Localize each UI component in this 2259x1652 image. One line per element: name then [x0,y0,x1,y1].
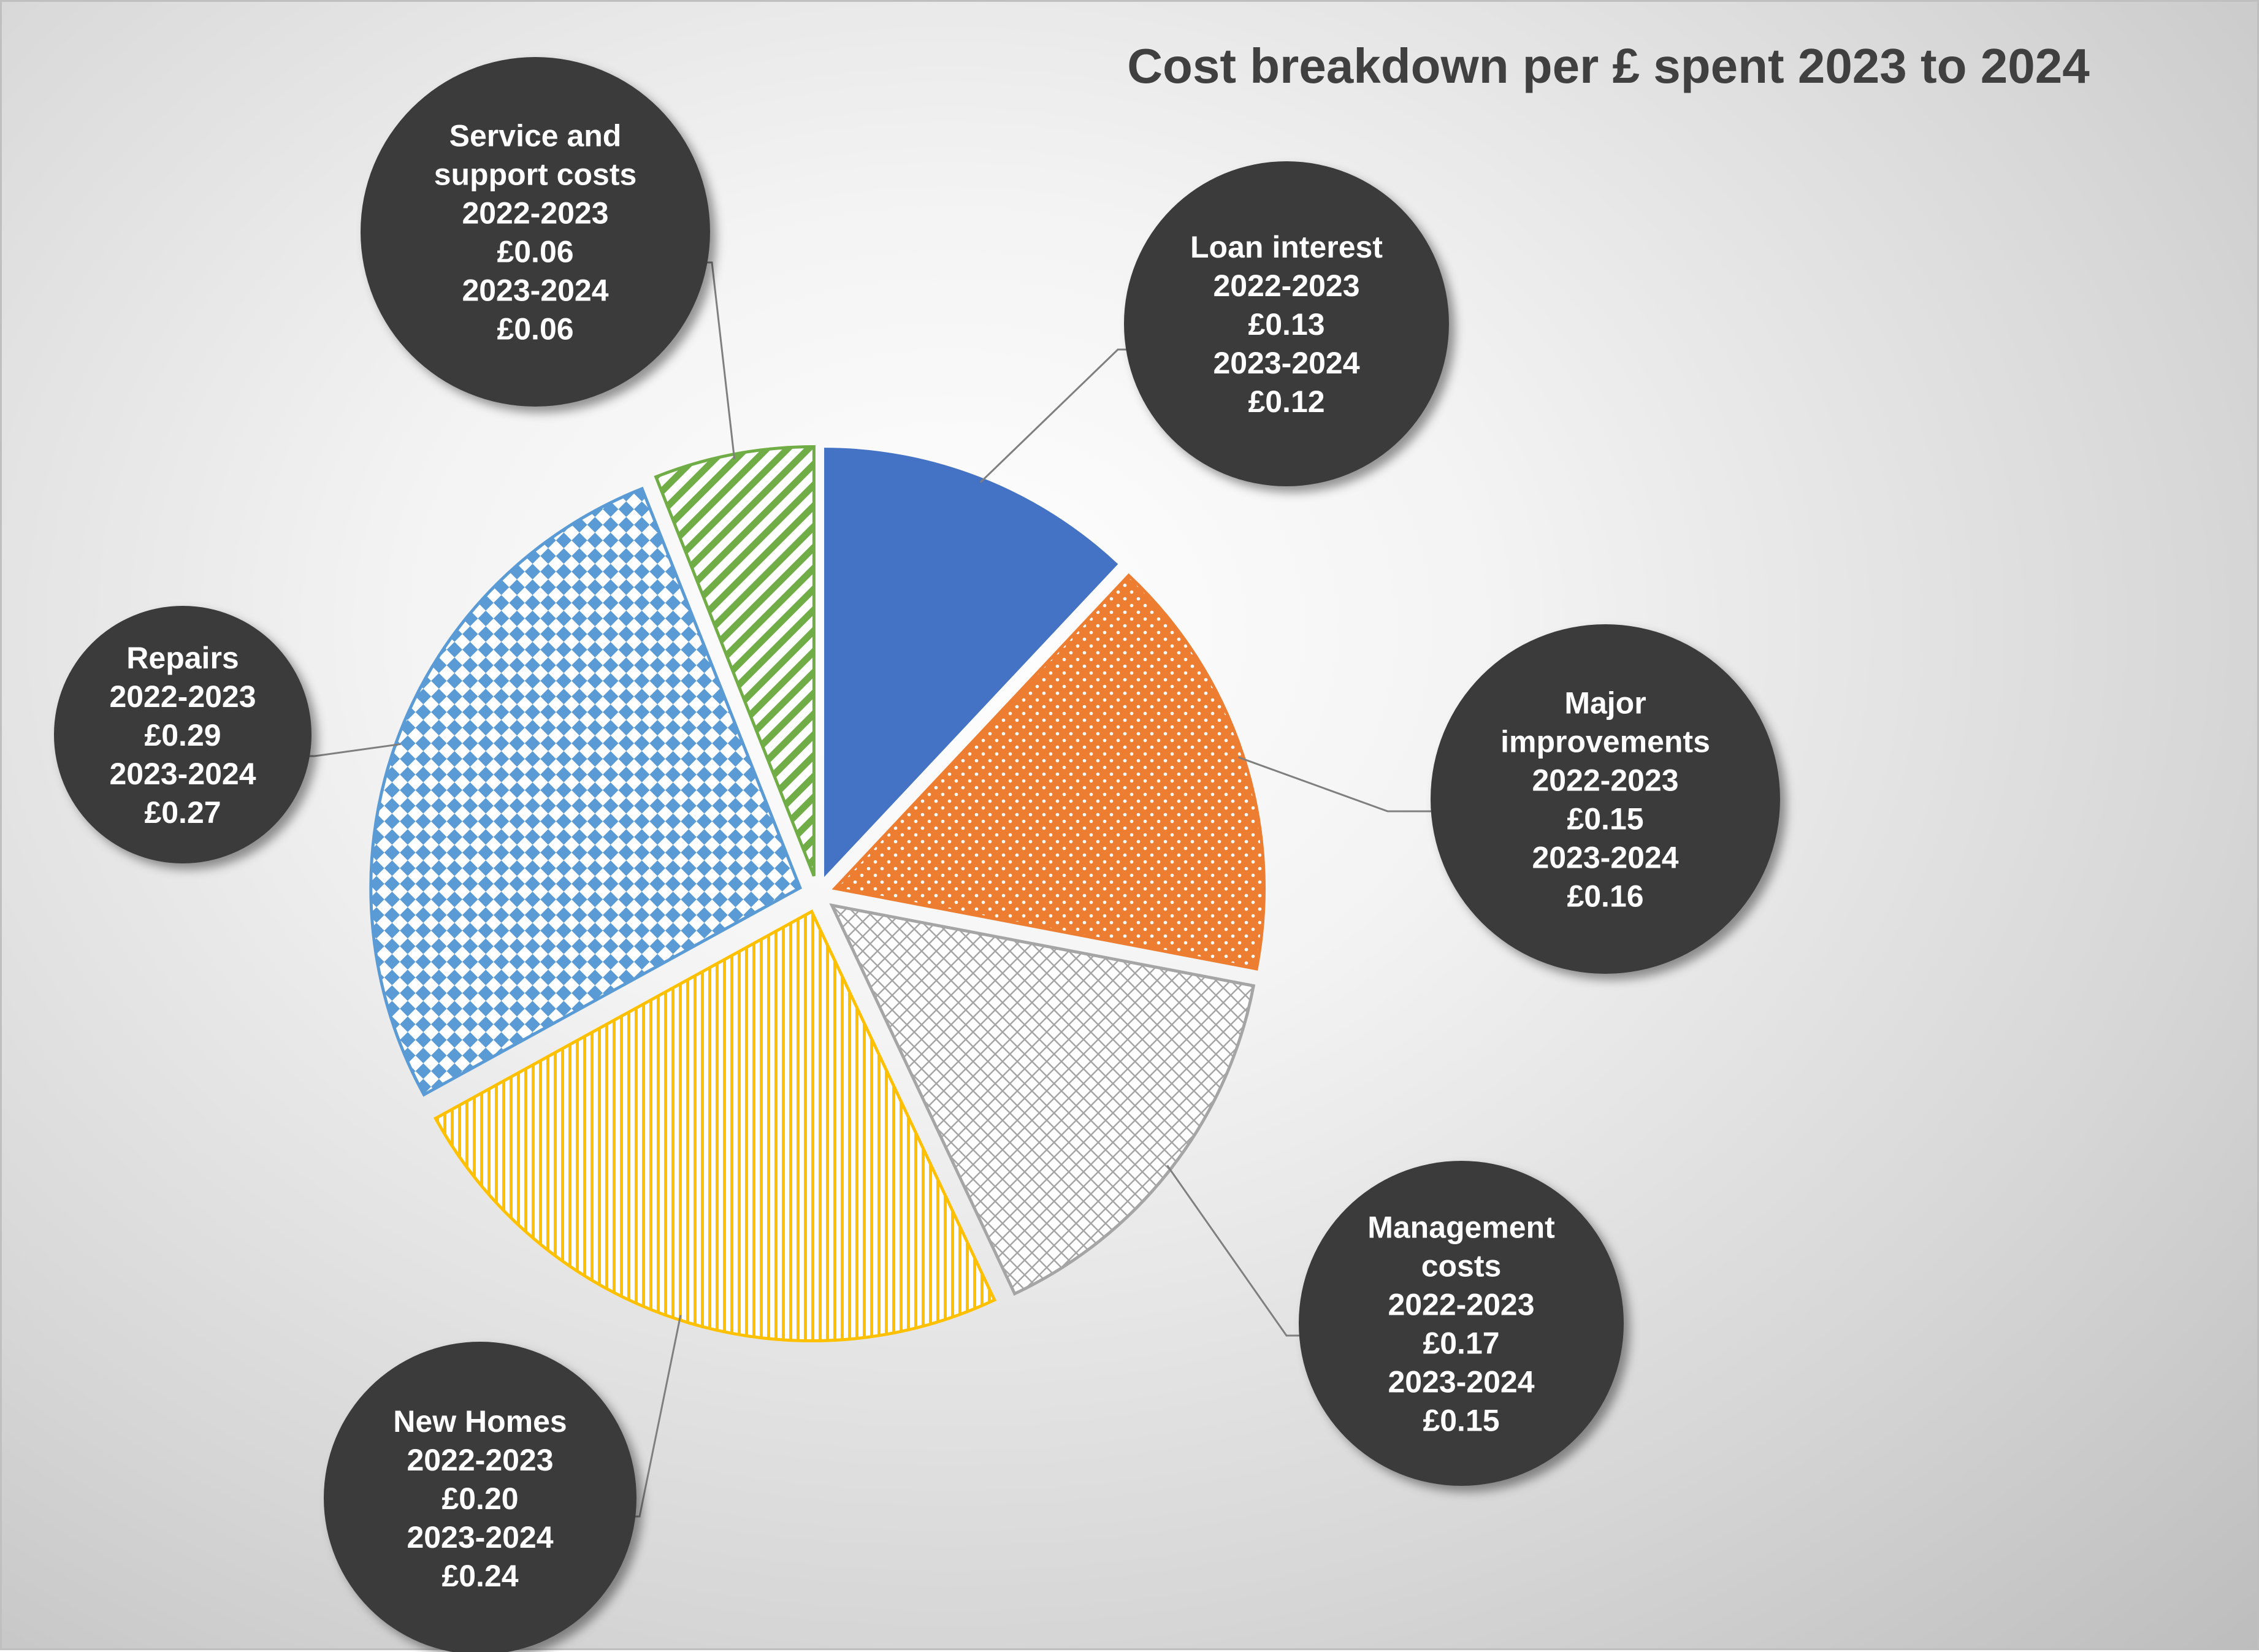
data-label-text-repairs-1: 2022-2023 [109,679,256,714]
data-label-text-service-1: support costs [434,158,637,192]
data-label-bubbles: Loan interest 2022-2023 £0.13 2023-2024 £0.1… [54,57,1780,1652]
data-label-text-service-2: 2022-2023 [462,196,608,231]
pie-slice-repairs [369,486,802,1097]
data-label-loan: Loan interest 2022-2023 £0.13 2023-2024 £0.1… [1124,161,1449,486]
data-label-bubble-management [1299,1161,1624,1486]
pie-slice-major [831,573,1266,971]
data-label-bubble-newhomes [324,1342,636,1652]
data-label-text-major-0: Major [1564,686,1646,721]
data-label-text-repairs-3: 2023-2024 [109,757,256,791]
data-label-text-management-5: £0.15 [1423,1404,1499,1438]
pie-slices [369,445,1266,1343]
data-label-bubble-repairs [54,606,312,863]
data-label-text-loan-2: £0.13 [1248,307,1324,342]
data-label-bubble-service [361,57,710,407]
data-label-text-major-3: £0.15 [1567,802,1643,836]
data-label-text-service-4: 2023-2024 [462,273,608,308]
data-label-text-service-0: Service and [449,119,622,153]
data-label-bubble-loan [1124,161,1449,486]
pie-slice-loan [824,448,1118,878]
pie-slice-management [829,903,1256,1296]
data-label-text-newhomes-0: New Homes [393,1404,567,1439]
data-label-newhomes: New Homes 2022-2023 £0.20 2023-2024 £0.24 [324,1342,636,1652]
data-label-text-service-5: £0.06 [497,312,573,346]
data-label-text-major-2: 2022-2023 [1532,763,1678,798]
data-label-text-loan-0: Loan interest [1190,230,1383,264]
data-label-text-loan-1: 2022-2023 [1213,269,1359,303]
chart-title: Cost breakdown per £ spent 2023 to 2024 [1127,39,2090,93]
data-label-repairs: Repairs 2022-2023 £0.29 2023-2024 £0.27 [54,606,312,863]
data-label-text-loan-4: £0.12 [1248,384,1324,419]
data-label-text-repairs-2: £0.29 [144,718,221,752]
data-label-text-major-1: improvements [1500,725,1710,759]
data-label-bubble-major [1431,624,1780,974]
data-label-text-management-3: £0.17 [1423,1326,1499,1361]
data-label-text-management-1: costs [1421,1249,1502,1283]
data-label-text-management-2: 2022-2023 [1388,1288,1534,1322]
data-label-major: Major improvements 2022-2023 £0.15 2023-2024… [1431,624,1780,974]
data-label-text-repairs-0: Repairs [126,641,239,675]
data-label-management: Management costs 2022-2023 £0.17 2023-2024 £0… [1299,1161,1624,1486]
data-label-text-newhomes-2: £0.20 [441,1482,518,1516]
data-label-text-service-3: £0.06 [497,235,573,269]
data-label-text-newhomes-1: 2022-2023 [407,1443,553,1477]
data-label-text-newhomes-3: 2023-2024 [407,1520,553,1554]
data-label-text-newhomes-4: £0.24 [441,1559,518,1593]
data-label-text-major-5: £0.16 [1567,879,1643,914]
data-label-text-repairs-4: £0.27 [144,795,221,830]
data-label-service: Service and support costs 2022-2023 £0.06 20… [361,57,710,407]
data-label-text-management-0: Management [1367,1210,1555,1245]
data-label-text-management-4: 2023-2024 [1388,1365,1534,1399]
data-label-text-major-4: 2023-2024 [1532,841,1678,875]
data-label-text-loan-3: 2023-2024 [1213,346,1359,380]
